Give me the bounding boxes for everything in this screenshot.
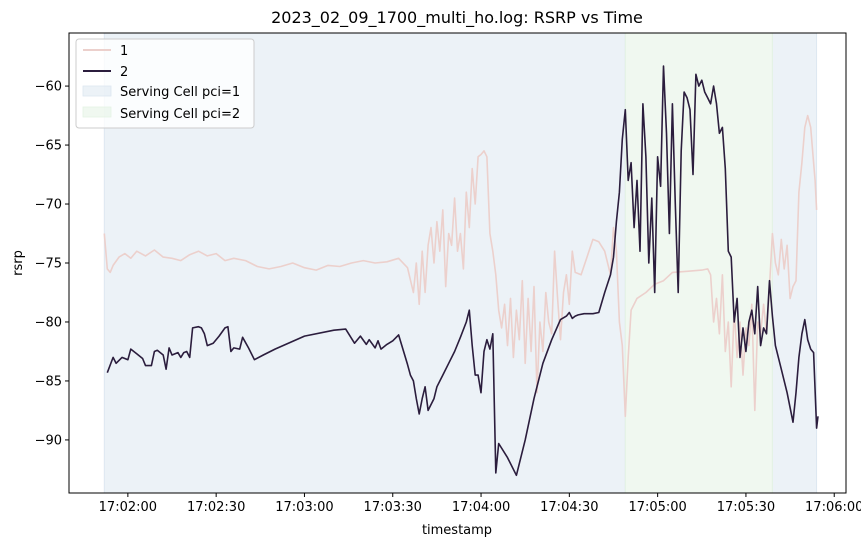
legend: 1 2 Serving Cell pci=1 Serving Cell pci=… — [75, 38, 255, 129]
x-tick-label: 17:05:00 — [628, 500, 686, 515]
x-tick-label: 17:05:30 — [717, 500, 775, 515]
y-tick-label: −70 — [35, 198, 62, 213]
x-tick-label: 17:04:30 — [540, 500, 598, 515]
legend-label-serving-cell-2: Serving Cell pci=2 — [120, 107, 240, 122]
x-axis-label: timestamp — [422, 523, 492, 538]
chart-title: 2023_02_09_1700_multi_ho.log: RSRP vs Ti… — [271, 8, 643, 28]
y-axis-ticks: −60 −65 −70 −75 −80 −85 −90 — [35, 80, 69, 448]
series-lines — [103, 65, 819, 477]
serving-cell-span-2-1 — [625, 33, 773, 493]
x-axis-ticks: 17:02:00 17:02:30 17:03:00 17:03:30 17:04:00… — [99, 493, 861, 515]
x-tick-label: 17:03:30 — [364, 500, 422, 515]
x-tick-label: 17:06:00 — [805, 500, 861, 515]
series-line-2 — [106, 65, 819, 477]
y-tick-label: −85 — [35, 374, 62, 389]
y-tick-label: −65 — [35, 139, 62, 154]
legend-swatch-serving-cell-2 — [82, 106, 112, 118]
y-tick-label: −60 — [35, 80, 62, 95]
legend-frame — [75, 38, 255, 129]
x-tick-label: 17:02:00 — [99, 500, 157, 515]
y-tick-label: −75 — [35, 257, 62, 272]
x-tick-label: 17:04:00 — [452, 500, 510, 515]
legend-swatch-serving-cell-1 — [82, 85, 112, 97]
legend-label-serving-cell-1: Serving Cell pci=1 — [120, 85, 240, 100]
y-tick-label: −80 — [35, 315, 62, 330]
x-tick-label: 17:03:00 — [275, 500, 333, 515]
y-axis-label: rsrp — [11, 250, 26, 276]
y-tick-label: −90 — [35, 433, 62, 448]
legend-label-series-1: 1 — [120, 44, 128, 59]
x-tick-label: 17:02:30 — [187, 500, 245, 515]
legend-label-series-2: 2 — [120, 65, 128, 80]
